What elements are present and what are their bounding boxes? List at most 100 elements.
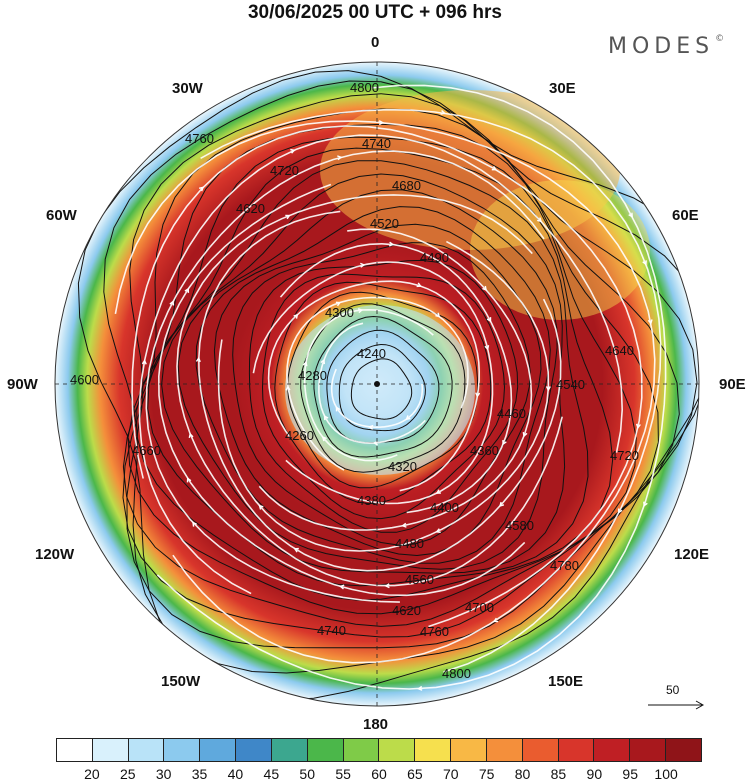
lon-label-60e: 60E	[672, 207, 699, 224]
streamline-arrowhead	[647, 319, 653, 325]
contour-label: 4620	[236, 201, 265, 216]
height-contour	[177, 189, 558, 570]
contour-label: 4280	[298, 368, 327, 383]
streamline-arrowhead	[642, 260, 647, 266]
colorbar-tick-label: 20	[84, 766, 100, 782]
colorbar-cell	[271, 739, 308, 761]
streamline-arrowhead	[502, 440, 507, 446]
contour-label: 4540	[556, 377, 585, 392]
contour-label: 4490	[420, 250, 449, 265]
lon-label-120w: 120W	[35, 546, 75, 563]
streamline-arrowhead	[492, 617, 499, 623]
streamline-arrowhead	[522, 431, 528, 438]
streamline-arrowhead	[401, 522, 407, 528]
height-contour	[300, 303, 466, 473]
streamline-arrowhead	[293, 547, 299, 553]
contour-label: 4580	[505, 518, 534, 533]
colorbar-tick-label: 60	[371, 766, 387, 782]
brand-name: MODES	[608, 34, 715, 59]
colorbar-tick-label: 85	[550, 766, 567, 782]
colorbar-cell	[594, 739, 631, 761]
streamline-arrowhead	[141, 359, 147, 365]
streamline-arrowhead	[416, 282, 422, 288]
colorbar-cell	[486, 739, 523, 761]
streamline-arrowhead	[388, 241, 395, 247]
contour-label: 4300	[325, 305, 354, 320]
streamline-arrowhead	[435, 489, 441, 494]
streamline-arrowhead	[198, 186, 205, 192]
height-contour	[274, 281, 492, 505]
height-contour	[122, 108, 680, 638]
colorbar-tick-label: 25	[119, 766, 136, 782]
colorbar-cell	[92, 739, 129, 761]
lon-label-150w: 150W	[161, 673, 201, 690]
streamline-arrowhead	[498, 501, 505, 508]
colorbar-cell	[128, 739, 165, 761]
streamline-arrowhead	[482, 285, 488, 292]
map-title: 30/06/2025 00 UTC + 096 hrs	[247, 2, 503, 23]
streamline-arrowhead	[643, 501, 648, 508]
streamline-arrowhead	[335, 406, 341, 412]
height-contour	[350, 358, 413, 420]
streamline-arrowhead	[293, 313, 299, 319]
wind-streamline	[156, 84, 667, 690]
contour-label: 4760	[420, 624, 449, 639]
streamline-arrowhead	[360, 262, 366, 268]
streamline-arrowhead	[435, 312, 441, 318]
colorbar-cell	[558, 739, 595, 761]
contour-label: 4720	[610, 448, 639, 463]
wind-streamline	[197, 210, 562, 572]
lon-label-90e: 90E	[719, 376, 746, 393]
streamline-arrowhead	[186, 477, 192, 483]
height-contour	[326, 329, 440, 444]
streamline-arrowhead	[378, 120, 385, 126]
contour-label: 4260	[285, 428, 314, 443]
colorbar-cell	[630, 739, 667, 761]
contour-label: 4600	[70, 372, 99, 387]
streamline-arrowhead	[169, 300, 175, 306]
streamline-arrowhead	[357, 308, 364, 314]
streamline-arrowhead	[635, 423, 641, 430]
height-contour	[313, 315, 453, 458]
wind-streamline	[279, 242, 513, 514]
vector-reference-arrow	[648, 700, 705, 710]
contour-label: 4660	[132, 443, 161, 458]
streamline-arrowhead	[285, 214, 291, 220]
streamline-arrowhead	[405, 415, 411, 421]
height-contour	[195, 206, 551, 564]
colorbar-tick-label: 95	[622, 766, 639, 782]
streamline-arrowhead	[320, 358, 325, 365]
streamline-arrowhead	[323, 414, 329, 421]
streamline-arrowhead	[491, 166, 498, 171]
streamline-arrowhead	[628, 212, 633, 218]
contour-label: 4680	[392, 178, 421, 193]
contour-label: 4240	[357, 346, 386, 361]
colorbar-tick-label: 35	[191, 766, 208, 782]
colorbar-tick-label: 30	[155, 766, 172, 782]
wind-streamline	[157, 183, 526, 597]
wind-streamline	[286, 296, 469, 471]
brand-mark: ©	[715, 34, 725, 44]
colorbar-cell	[307, 739, 344, 761]
colorbar-tick-label: 75	[478, 766, 495, 782]
colorbar-tick-label: 50	[299, 766, 316, 782]
streamline-arrowhead	[475, 392, 481, 398]
contour-label: 4320	[388, 459, 417, 474]
streamline-arrowhead	[258, 504, 264, 510]
colorbar-cell	[343, 739, 380, 761]
colorbar-cell	[522, 739, 559, 761]
streamline-arrowhead	[290, 148, 296, 154]
wind-streamline	[217, 240, 550, 552]
streamline-arrowhead	[417, 685, 423, 691]
streamline-arrowhead	[338, 584, 345, 590]
vector-reference-label: 50	[666, 683, 680, 697]
colorbar-cell	[164, 739, 201, 761]
contour-label: 4740	[362, 136, 391, 151]
lon-label-120e: 120E	[674, 546, 710, 563]
contour-label: 4380	[357, 493, 386, 508]
contour-label: 4560	[405, 572, 434, 587]
height-contour	[77, 70, 699, 701]
streamline-arrowhead	[302, 360, 308, 367]
contour-label: 4620	[392, 603, 421, 618]
